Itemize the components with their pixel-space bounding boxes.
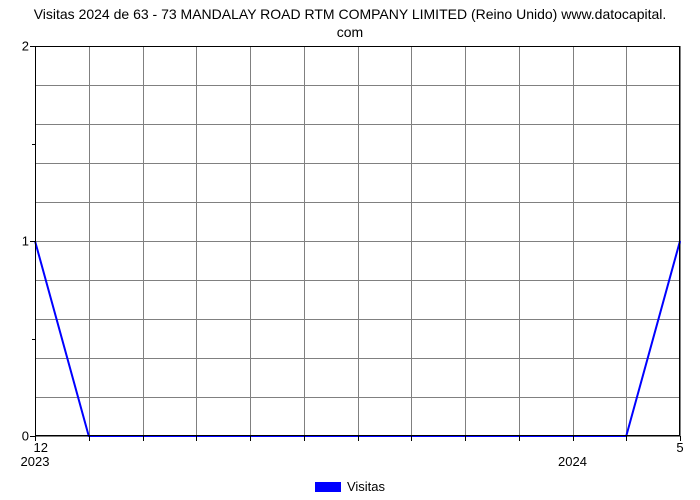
y-minor-tick-mark <box>32 339 35 340</box>
chart-title-line1: Visitas 2024 de 63 - 73 MANDALAY ROAD RT… <box>34 6 667 22</box>
x-tick-mark <box>411 436 412 441</box>
y-tick-mark <box>30 241 35 242</box>
y-tick-label: 0 <box>22 429 29 444</box>
x-tick-mark <box>143 436 144 441</box>
x-tick-mark <box>358 436 359 441</box>
x-tick-mark <box>304 436 305 441</box>
chart-title: Visitas 2024 de 63 - 73 MANDALAY ROAD RT… <box>0 6 700 41</box>
x-tick-mark <box>519 436 520 441</box>
x-tick-label: 2023 <box>21 454 50 469</box>
legend: Visitas <box>0 478 700 494</box>
y-tick-mark <box>30 46 35 47</box>
x-tick-mark <box>250 436 251 441</box>
gridline-v <box>680 46 681 436</box>
x-corner-label-right: 5 <box>676 440 683 455</box>
x-corner-label-left: 12 <box>34 440 48 455</box>
x-tick-mark <box>573 436 574 441</box>
legend-label: Visitas <box>347 479 385 494</box>
y-minor-tick-mark <box>32 144 35 145</box>
visits-line-series <box>35 46 680 436</box>
x-tick-mark <box>196 436 197 441</box>
visits-polyline <box>35 241 680 436</box>
chart-title-line2: com <box>337 24 363 40</box>
plot-area: 012 20232024125 <box>35 46 680 436</box>
x-tick-mark <box>465 436 466 441</box>
legend-swatch <box>315 482 341 492</box>
x-tick-mark <box>626 436 627 441</box>
y-tick-label: 2 <box>22 39 29 54</box>
x-tick-label: 2024 <box>558 454 587 469</box>
x-tick-mark <box>89 436 90 441</box>
y-tick-label: 1 <box>22 234 29 249</box>
